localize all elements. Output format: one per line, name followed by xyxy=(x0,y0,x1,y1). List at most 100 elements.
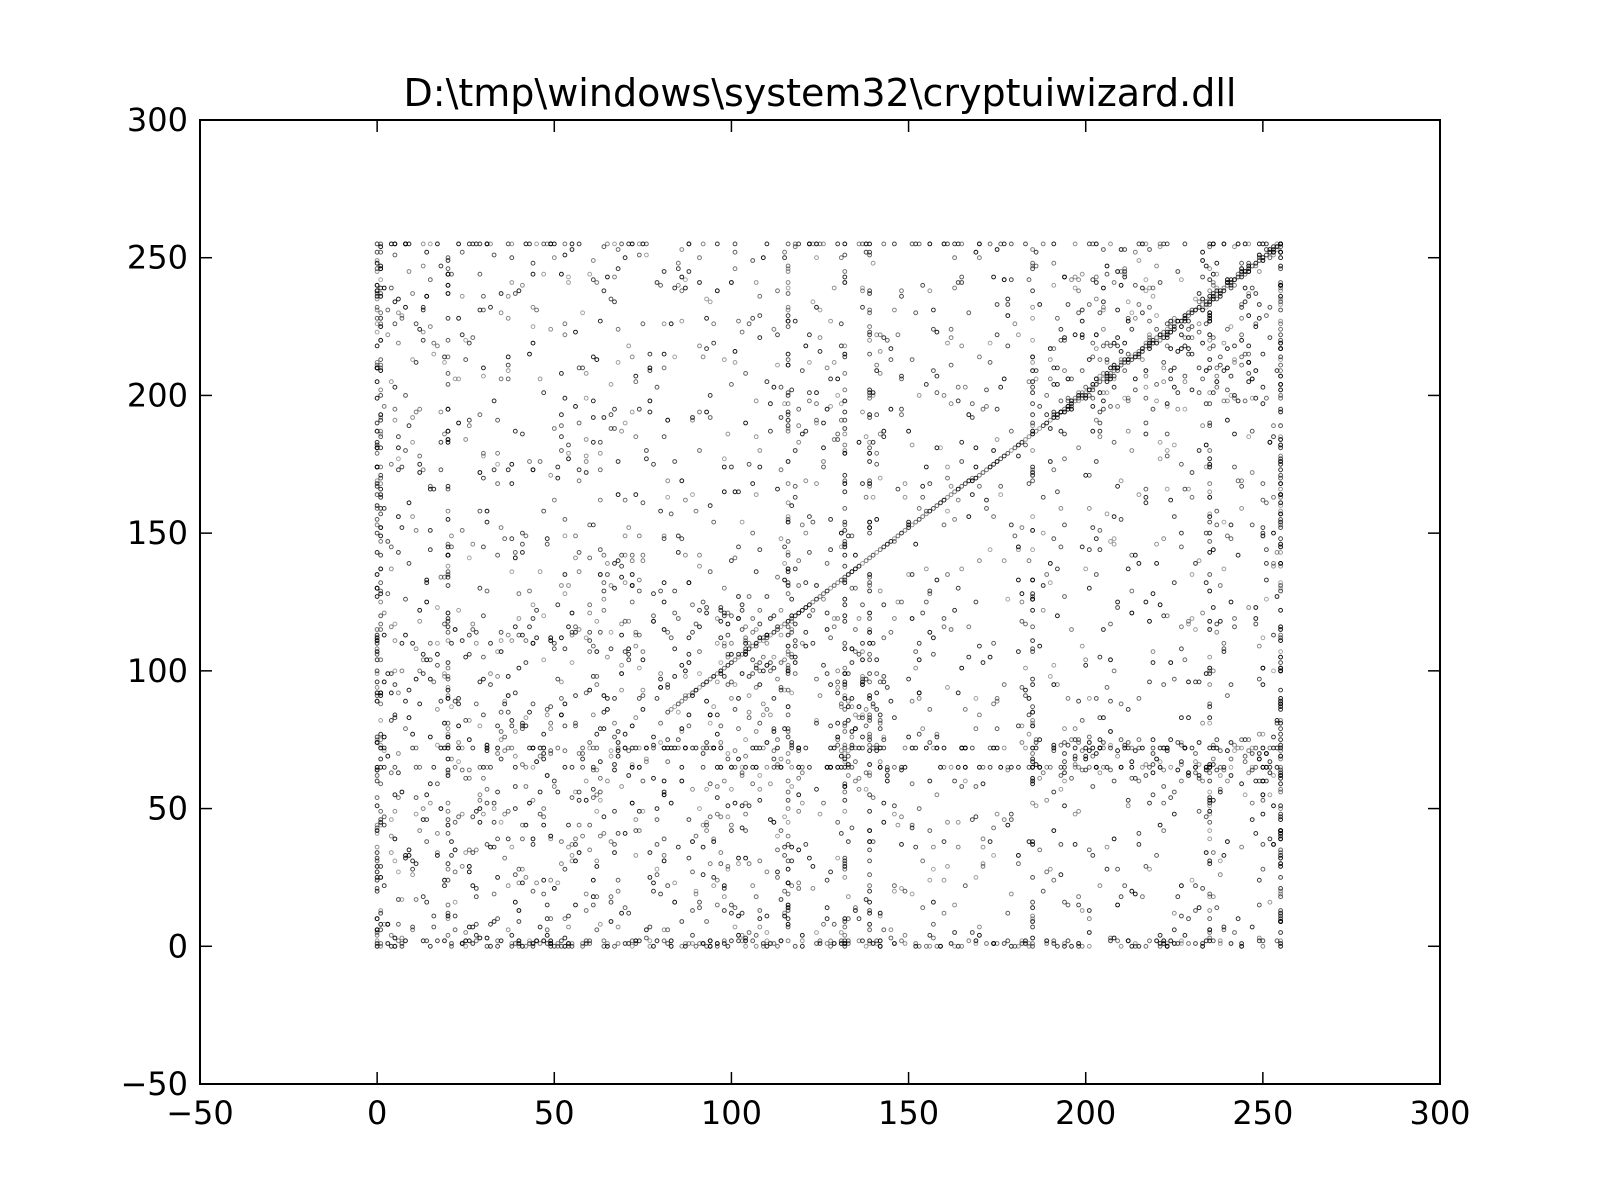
data-point xyxy=(1076,941,1081,946)
data-point xyxy=(1278,406,1283,412)
data-point xyxy=(1030,390,1035,396)
data-point xyxy=(966,624,972,630)
data-point xyxy=(403,596,408,602)
data-point xyxy=(867,288,872,294)
data-point xyxy=(1271,530,1276,536)
data-point xyxy=(902,932,908,938)
data-point xyxy=(1278,550,1283,555)
data-point xyxy=(842,646,848,652)
data-point xyxy=(555,943,561,949)
data-point xyxy=(707,720,713,726)
data-point xyxy=(796,792,802,798)
data-point xyxy=(629,745,635,751)
data-point xyxy=(1249,395,1255,401)
data-point xyxy=(877,349,883,354)
data-point xyxy=(378,464,384,470)
data-point xyxy=(899,288,904,294)
data-point xyxy=(714,679,720,685)
data-point xyxy=(1225,280,1230,285)
data-point xyxy=(1271,632,1276,638)
data-point xyxy=(1044,938,1050,944)
data-point xyxy=(874,362,880,368)
data-point xyxy=(548,751,554,756)
data-point xyxy=(445,731,451,737)
data-point xyxy=(785,797,791,803)
data-point xyxy=(381,610,387,616)
data-point xyxy=(502,734,508,740)
data-point xyxy=(1210,797,1216,803)
data-point xyxy=(392,715,398,721)
data-point xyxy=(527,941,532,946)
data-point xyxy=(725,943,731,949)
data-point xyxy=(654,384,660,390)
data-point xyxy=(1125,740,1131,745)
data-point xyxy=(473,629,479,635)
data-point xyxy=(495,875,501,880)
data-point xyxy=(969,745,975,751)
data-point xyxy=(1249,428,1255,434)
data-point xyxy=(668,938,674,944)
data-point xyxy=(463,357,469,363)
data-point xyxy=(1161,536,1167,542)
data-point xyxy=(828,723,833,729)
data-point xyxy=(544,707,550,712)
data-point xyxy=(449,943,454,949)
data-point xyxy=(842,855,848,861)
data-point xyxy=(1210,241,1216,247)
data-point xyxy=(707,393,713,398)
data-point xyxy=(1079,544,1085,550)
data-point xyxy=(1260,255,1266,261)
data-point xyxy=(906,522,911,528)
data-point xyxy=(1210,343,1216,349)
data-point xyxy=(456,723,462,729)
data-point xyxy=(1111,836,1117,842)
data-point xyxy=(374,293,380,299)
data-point xyxy=(969,478,975,484)
data-point xyxy=(388,770,394,776)
data-point xyxy=(831,437,837,442)
data-point xyxy=(884,541,890,547)
data-point xyxy=(502,811,508,817)
data-point xyxy=(1044,572,1050,577)
data-point xyxy=(1171,324,1177,330)
data-point xyxy=(1232,395,1237,401)
data-point xyxy=(1008,943,1014,949)
data-point xyxy=(466,718,472,723)
data-point xyxy=(1278,687,1283,693)
data-point xyxy=(736,913,741,919)
data-point xyxy=(1256,938,1262,944)
data-point xyxy=(374,930,380,935)
data-point xyxy=(374,307,380,313)
data-point xyxy=(445,282,451,288)
data-point xyxy=(1249,767,1255,773)
data-point xyxy=(690,417,695,423)
data-point xyxy=(1278,828,1283,833)
data-point xyxy=(1214,522,1220,528)
data-point xyxy=(530,836,536,842)
data-point xyxy=(1079,748,1085,754)
data-point xyxy=(672,610,678,616)
data-point xyxy=(1097,547,1103,553)
data-point xyxy=(991,514,996,519)
data-point xyxy=(438,806,444,811)
data-point xyxy=(987,764,993,770)
data-point xyxy=(693,745,699,751)
data-point xyxy=(424,657,430,663)
data-point xyxy=(828,517,833,522)
data-point xyxy=(1196,905,1202,911)
data-point xyxy=(994,811,1000,817)
data-point xyxy=(807,764,812,770)
data-point xyxy=(445,910,451,916)
data-point xyxy=(374,649,380,654)
data-point xyxy=(1232,357,1237,363)
data-point xyxy=(877,475,883,481)
data-point xyxy=(658,671,663,676)
data-point xyxy=(583,635,589,641)
data-point xyxy=(1235,478,1241,484)
data-point xyxy=(1264,547,1269,553)
data-point xyxy=(495,943,501,949)
data-point xyxy=(821,662,826,668)
data-point xyxy=(821,241,826,247)
data-point xyxy=(1125,315,1131,321)
data-point xyxy=(636,588,642,594)
